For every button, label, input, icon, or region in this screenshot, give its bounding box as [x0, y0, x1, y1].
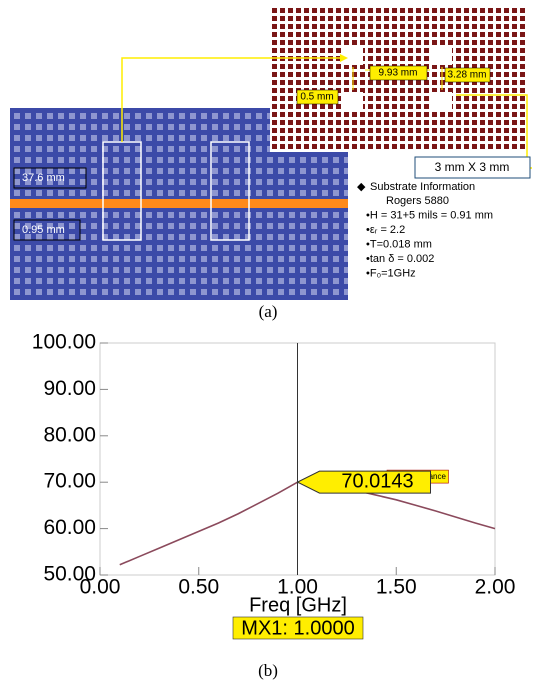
dim-label: 3.28 mm — [448, 70, 487, 81]
pad — [343, 92, 363, 112]
marker-value: 70.0143 — [341, 470, 413, 492]
pad — [343, 45, 363, 65]
info-lines: Rogers 5880 •H = 31+5 mils = 0.91 mm •εᵣ =… — [366, 195, 493, 280]
info-line: Rogers 5880 — [386, 195, 449, 207]
x-axis-label: Freq [GHz] — [249, 594, 347, 616]
x-tick-label: 2.00 — [475, 576, 516, 599]
y-tick-label: 80.00 — [43, 423, 96, 446]
dim-label: 9.93 mm — [379, 68, 418, 79]
info-line: •T=0.018 mm — [366, 238, 432, 250]
figure: 37.6 mm 0.95 mm 9.93 mm 0.5 mm 3.28 mm 3… — [0, 0, 536, 690]
x-tick-label: 1.50 — [376, 576, 417, 599]
marker-name: MX1: 1.0000 — [241, 617, 354, 639]
x-tick-label: 0.50 — [178, 576, 219, 599]
info-line: •εᵣ = 2.2 — [366, 224, 405, 236]
y-tick-label: 90.00 — [43, 377, 96, 400]
dim-label: 0.5 mm — [300, 92, 333, 103]
x-tick-label: 0.00 — [80, 576, 121, 599]
bullet: ◆ — [357, 181, 366, 193]
layout-a: 37.6 mm 0.95 mm 9.93 mm 0.5 mm 3.28 mm 3… — [10, 5, 532, 300]
dim-label: 3 mm X 3 mm — [435, 160, 510, 174]
info-line: •F₀=1GHz — [366, 267, 416, 279]
caption: (b) — [258, 661, 278, 680]
y-tick-label: 70.00 — [43, 470, 96, 493]
caption: (a) — [259, 302, 278, 321]
info-line: •tan δ = 0.002 — [366, 253, 434, 265]
y-tick-label: 60.00 — [43, 516, 96, 539]
y-tick-label: 100.00 — [32, 331, 96, 354]
strip-line — [10, 199, 348, 208]
pad — [432, 45, 452, 65]
pad — [432, 92, 452, 112]
info-line: •H = 31+5 mils = 0.91 mm — [366, 209, 493, 221]
dim-label: 0.95 mm — [22, 224, 65, 236]
info-title: Substrate Information — [370, 181, 475, 193]
dim-label: 37.6 mm — [22, 172, 65, 184]
